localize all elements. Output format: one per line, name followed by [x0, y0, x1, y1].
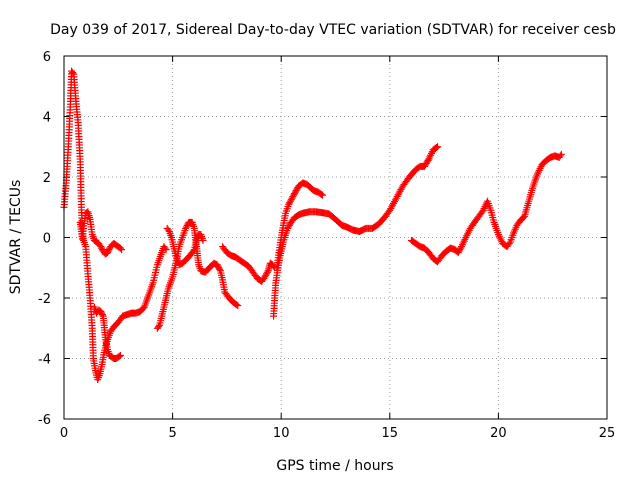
data-point-marker — [556, 152, 564, 160]
data-point-marker — [270, 262, 278, 270]
data-point-marker — [98, 311, 106, 319]
data-point-marker — [103, 249, 111, 257]
series-4 — [153, 218, 242, 332]
data-point-marker — [288, 194, 296, 202]
series-3 — [90, 303, 124, 362]
data-point-marker — [285, 200, 293, 208]
series-9 — [408, 150, 565, 266]
data-point-marker — [233, 301, 241, 309]
plot-frame — [63, 55, 608, 420]
data-point-marker — [434, 143, 442, 151]
x-tick-label: 0 — [60, 426, 68, 441]
data-point-marker — [189, 247, 197, 255]
data-point-marker — [116, 244, 124, 252]
data-point-marker — [118, 246, 126, 254]
data-point-marker — [161, 244, 169, 252]
data-point-marker — [292, 187, 300, 195]
series-7 — [270, 143, 442, 320]
data-point-marker — [213, 261, 221, 269]
data-point-marker — [199, 237, 207, 245]
data-point-marker — [97, 243, 105, 251]
series-2 — [76, 208, 126, 258]
y-tick-label: 0 — [43, 232, 51, 247]
data-point-marker — [162, 246, 170, 254]
data-point-marker — [234, 302, 242, 310]
data-point-marker — [261, 273, 269, 281]
y-tick-label: 4 — [43, 111, 51, 126]
data-point-marker — [291, 188, 299, 196]
data-point-marker — [154, 323, 162, 331]
data-point-marker — [557, 150, 565, 158]
data-point-marker — [289, 193, 297, 201]
data-point-marker — [98, 244, 106, 252]
data-point-marker — [432, 144, 440, 152]
data-point-marker — [291, 190, 299, 198]
y-tick-label: -4 — [38, 353, 51, 368]
data-point-marker — [214, 262, 222, 270]
data-point-marker — [287, 196, 295, 204]
chart-title: Day 039 of 2017, Sidereal Day-to-day VTE… — [50, 22, 616, 38]
data-point-marker — [293, 185, 301, 193]
x-tick-label: 15 — [382, 426, 399, 441]
data-point-marker — [216, 265, 224, 273]
data-point-marker — [456, 246, 464, 254]
x-tick-label: 25 — [599, 426, 616, 441]
data-point-marker — [215, 264, 223, 272]
data-point-marker — [285, 223, 293, 231]
y-axis-label: SDTVAR / TECUs — [8, 180, 24, 295]
data-point-marker — [457, 244, 465, 252]
axis-ticks: 0 5 10 15 20 25 -6 -4 -2 0 2 4 6 — [38, 50, 615, 441]
data-point-marker — [115, 352, 123, 360]
data-markers — [60, 67, 565, 384]
y-tick-label: -2 — [38, 292, 51, 307]
data-point-marker — [455, 247, 463, 255]
data-point-marker — [182, 224, 190, 232]
grid-lines — [64, 56, 607, 419]
y-tick-label: 2 — [43, 171, 51, 186]
data-point-marker — [263, 270, 271, 278]
data-point-marker — [519, 213, 527, 221]
data-point-marker — [454, 249, 462, 257]
data-point-marker — [182, 223, 190, 231]
data-point-marker — [98, 309, 106, 317]
series-1 — [60, 67, 170, 384]
data-point-marker — [284, 224, 292, 232]
data-point-marker — [116, 351, 124, 359]
x-tick-label: 5 — [168, 426, 176, 441]
series-5 — [163, 224, 207, 269]
data-point-marker — [286, 199, 294, 207]
data-point-marker — [317, 190, 325, 198]
y-tick-label: 6 — [43, 50, 51, 65]
x-axis-label: GPS time / hours — [276, 458, 393, 474]
series-8 — [273, 179, 326, 272]
data-point-marker — [262, 271, 270, 279]
series-6 — [219, 243, 279, 285]
x-tick-label: 20 — [490, 426, 507, 441]
y-tick-label: -6 — [38, 413, 51, 428]
data-point-marker — [290, 191, 298, 199]
data-point-marker — [318, 191, 326, 199]
data-point-marker — [285, 221, 293, 229]
data-point-marker — [505, 240, 513, 248]
data-point-marker — [69, 69, 77, 77]
data-point-marker — [263, 268, 271, 276]
data-point-marker — [164, 226, 172, 234]
data-point-marker — [104, 247, 112, 255]
x-tick-label: 10 — [273, 426, 290, 441]
data-point-marker — [97, 308, 105, 316]
data-point-marker — [286, 197, 294, 205]
